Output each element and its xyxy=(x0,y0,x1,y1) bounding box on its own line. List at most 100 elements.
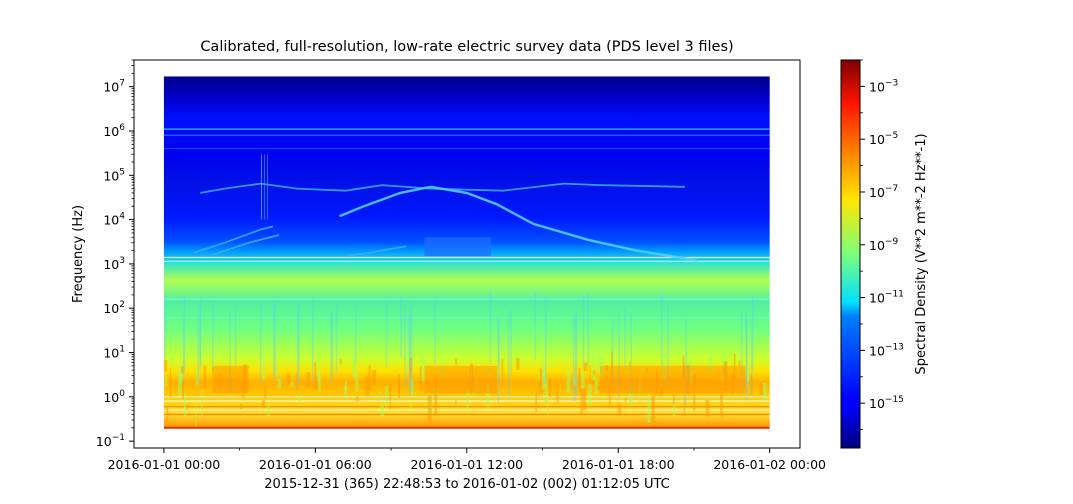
title: Calibrated, full-resolution, low-rate el… xyxy=(200,39,733,55)
colorbar-gradient xyxy=(841,60,860,448)
spectrogram-cell xyxy=(582,295,585,368)
spectrogram-cell xyxy=(591,349,595,376)
spectrogram-cell xyxy=(501,359,504,388)
spectrogram-cell xyxy=(587,294,589,367)
y-tick-label: 101 xyxy=(103,345,125,361)
colorbar-tick-label: 10−13 xyxy=(869,342,904,358)
spectrogram-cell xyxy=(203,365,207,387)
spectrogram-cell xyxy=(355,373,359,393)
spectrogram-cell xyxy=(721,410,723,419)
spectrogram-cell xyxy=(685,318,687,407)
spectrogram-cell xyxy=(611,351,613,376)
spectrogram-emission xyxy=(212,234,280,256)
spectrogram-cell xyxy=(352,347,357,378)
spectrogram-cell xyxy=(368,364,371,392)
spectrogram-cell xyxy=(510,310,512,375)
spectrogram-cell xyxy=(408,309,411,382)
spectrogram-cell xyxy=(164,295,167,358)
x-tick-label: 2016-01-01 18:00 xyxy=(562,457,675,472)
spectrogram-cell xyxy=(544,295,547,383)
spectrogram-cell xyxy=(397,374,400,398)
spectrogram-cell xyxy=(372,370,377,385)
spectrogram-cell xyxy=(424,237,492,257)
spectrogram-cell xyxy=(497,317,500,404)
spectrogram-cell xyxy=(589,365,591,386)
spectrogram-cell xyxy=(738,361,741,367)
y-axis: 107 106 105 104 103 102 101 100 10−1 xyxy=(96,59,134,449)
spectrogram-cell xyxy=(466,390,469,413)
spectrogram-cell xyxy=(647,395,651,423)
spectrogram-cell xyxy=(600,365,746,394)
spectrogram-cell xyxy=(166,406,169,422)
spectrogram-cell xyxy=(740,311,743,388)
spectrogram-cell xyxy=(229,313,231,394)
spectrogram-cell xyxy=(298,302,300,382)
spectrogram-cell xyxy=(400,297,402,358)
spectrogram-cell xyxy=(199,298,202,364)
spectrogram-cell xyxy=(556,382,559,404)
spectrogram-cell xyxy=(707,356,712,373)
x-tick-label: 2016-01-01 00:00 xyxy=(108,457,221,472)
spectrogram-cell xyxy=(746,366,749,387)
x-tick-label: 2016-01-01 06:00 xyxy=(259,457,372,472)
spectrogram-cell xyxy=(434,299,436,365)
spectrogram-cell xyxy=(548,378,552,397)
spectrogram-cell xyxy=(316,376,319,390)
spectrogram-cell xyxy=(169,368,172,397)
spectrogram-cell xyxy=(611,319,614,387)
spectrogram-cell xyxy=(683,393,686,416)
spectrogram-cell xyxy=(539,368,544,394)
spectrogram-cell xyxy=(273,299,275,377)
spectrogram-cell xyxy=(660,292,663,367)
spectrogram-cell xyxy=(339,359,342,365)
colorbar-tick-label: 10−3 xyxy=(869,78,898,94)
colorbar-tick-label: 10−7 xyxy=(869,184,898,200)
spectrogram-cell xyxy=(596,354,601,373)
spectrogram-cell xyxy=(580,388,583,416)
spectrogram-cell xyxy=(705,399,710,417)
spectrogram-cell xyxy=(183,296,186,372)
spectrogram-cell xyxy=(186,404,188,411)
colorbar-ticks: 10−3 10−5 10−7 10−9 10−11 10−13 10−15 xyxy=(860,59,904,430)
spectrogram-cell xyxy=(651,395,655,423)
spectrogram-cell xyxy=(545,377,548,403)
spectrogram-cell xyxy=(507,310,510,398)
spectrogram-cell xyxy=(489,291,492,362)
x-tick-label: 2016-01-02 00:00 xyxy=(713,457,826,472)
spectrogram-cell xyxy=(672,394,675,406)
spectrogram-cell xyxy=(629,360,631,367)
spectrogram-cell xyxy=(538,372,540,381)
spectrogram-cell xyxy=(164,376,168,387)
spectrogram-cell xyxy=(693,389,696,412)
spectrogram-emission xyxy=(339,185,698,262)
spectrogram-cell xyxy=(385,301,388,368)
spectrogram-cell xyxy=(618,311,620,398)
spectrogram-cell xyxy=(424,365,498,394)
spectrogram-cell xyxy=(596,385,601,391)
colorbar: 10−3 10−5 10−7 10−9 10−11 10−13 10−15 xyxy=(840,59,904,449)
spectrogram-cell xyxy=(751,295,754,372)
spectrogram-cell xyxy=(455,358,458,365)
spectrogram-cell xyxy=(297,310,299,390)
spectrogram-cell xyxy=(582,388,587,411)
spectrogram-cell xyxy=(181,380,184,399)
spectrogram-cell xyxy=(200,389,203,415)
spectrogram-cell xyxy=(212,365,249,394)
spectrogram-cell xyxy=(534,291,537,361)
spectrogram-cell xyxy=(170,357,174,367)
spectrogram-cell xyxy=(410,379,414,397)
spectrogram-cell xyxy=(356,396,359,403)
colorbar-frame xyxy=(840,59,861,449)
spectrogram-cell xyxy=(574,315,577,402)
spectrogram-cell xyxy=(240,403,243,410)
spectrogram-cell xyxy=(745,319,748,401)
spectrogram-emission xyxy=(193,225,274,254)
spectrogram-cell xyxy=(331,311,334,377)
spectrogram-cell xyxy=(409,315,411,395)
spectrogram-cell xyxy=(286,373,291,384)
spectrogram-cell xyxy=(296,371,298,391)
spectrogram-cell xyxy=(298,396,300,404)
spectrogram-cell xyxy=(195,401,197,428)
spectrogram-cell xyxy=(182,319,185,383)
spectrogram-cell xyxy=(594,378,598,394)
